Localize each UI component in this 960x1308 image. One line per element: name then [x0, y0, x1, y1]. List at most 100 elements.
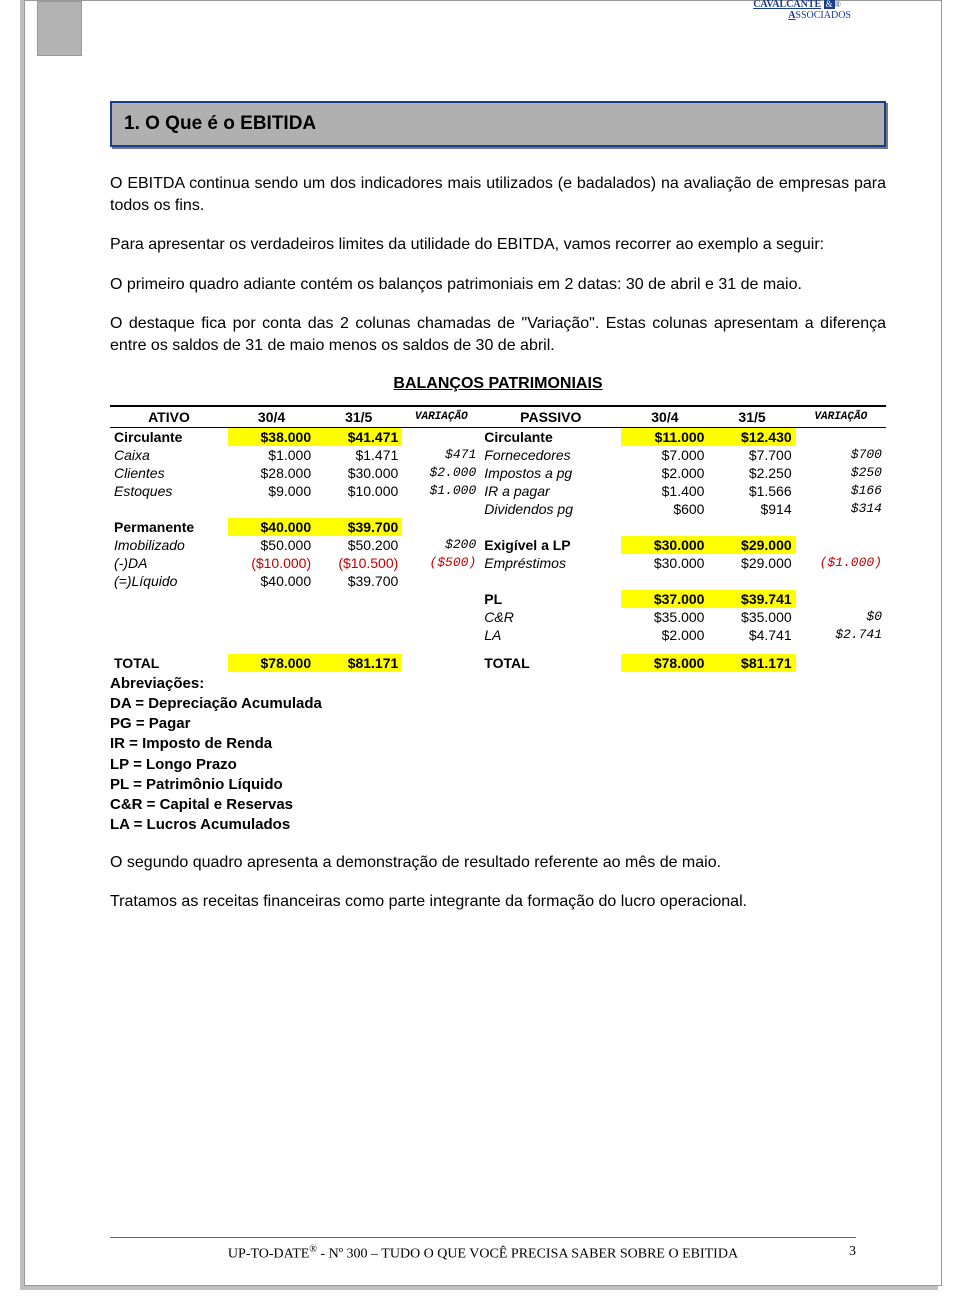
- table-row: C&R$35.000$35.000$0: [110, 608, 886, 626]
- brand-part1: CAVALCANTE: [753, 0, 821, 10]
- table-row: Estoques$9.000$10.000$1.000IR a pagar$1.…: [110, 482, 886, 500]
- cell: $166: [796, 482, 886, 500]
- content-area: 1. O Que é o EBITIDA O EBITDA continua s…: [110, 101, 886, 931]
- abbrev-0: DA = Depreciação Acumulada: [110, 694, 886, 714]
- cell: $35.000: [708, 608, 795, 626]
- table-row: PL$37.000$39.741: [110, 590, 886, 608]
- cell: Empréstimos: [480, 554, 621, 572]
- page-footer: UP-TO-DATE® - Nº 300 – TUDO O QUE VOCÊ P…: [110, 1237, 856, 1263]
- cell: [228, 590, 315, 608]
- cell: [228, 500, 315, 518]
- cell: ($10.000): [228, 554, 315, 572]
- cell: $35.000: [621, 608, 708, 626]
- cell: $0: [796, 608, 886, 626]
- table-row: Imobilizado$50.000$50.200$200Exigível a …: [110, 536, 886, 554]
- cell: Circulante: [480, 427, 621, 446]
- cell: TOTAL: [480, 654, 621, 672]
- cell: $30.000: [315, 464, 402, 482]
- cell: $39.700: [315, 518, 402, 536]
- cell: [621, 518, 708, 536]
- abbrev-5: C&R = Capital e Reservas: [110, 795, 886, 815]
- intro-p1: Para apresentar os verdadeiros limites d…: [110, 234, 886, 256]
- cell: [315, 500, 402, 518]
- cell: $1.471: [315, 446, 402, 464]
- cell: Impostos a pg: [480, 464, 621, 482]
- cell: $78.000: [621, 654, 708, 672]
- intro-p0: O EBITDA continua sendo um dos indicador…: [110, 173, 886, 216]
- section-heading: 1. O Que é o EBITIDA: [124, 113, 872, 135]
- cell: [402, 590, 480, 608]
- brand-amp: &: [824, 0, 835, 9]
- cell: $39.700: [315, 572, 402, 590]
- cell: [708, 518, 795, 536]
- cell: Caixa: [110, 446, 228, 464]
- balance-table: ATIVO 30/4 31/5 VARIAÇÃO PASSIVO 30/4 31…: [110, 405, 886, 672]
- cell: [315, 626, 402, 644]
- cell: $30.000: [621, 536, 708, 554]
- cell: [621, 572, 708, 590]
- cell: Clientes: [110, 464, 228, 482]
- cell: [315, 608, 402, 626]
- cell: [480, 518, 621, 536]
- table-header-row: ATIVO 30/4 31/5 VARIAÇÃO PASSIVO 30/4 31…: [110, 406, 886, 428]
- brand-part2: SSOCIADOS: [795, 10, 851, 21]
- cell: ($1.000): [796, 554, 886, 572]
- cell: $1.400: [621, 482, 708, 500]
- cell: TOTAL: [110, 654, 228, 672]
- abbrev-3: LP = Longo Prazo: [110, 755, 886, 775]
- cell: [228, 608, 315, 626]
- cell: Exigível a LP: [480, 536, 621, 554]
- cell: $1.000: [228, 446, 315, 464]
- cell: Fornecedores: [480, 446, 621, 464]
- cell: [796, 427, 886, 446]
- section-heading-box: 1. O Que é o EBITIDA: [110, 101, 886, 147]
- cell: [110, 590, 228, 608]
- closing-p0: O segundo quadro apresenta a demonstraçã…: [110, 852, 886, 874]
- cell: $1.000: [402, 482, 480, 500]
- cell: $39.741: [708, 590, 795, 608]
- cell: $12.430: [708, 427, 795, 446]
- cell: $2.000: [402, 464, 480, 482]
- cell: $2.000: [621, 626, 708, 644]
- th-d2-p: 31/5: [708, 406, 795, 428]
- th-var-p: VARIAÇÃO: [796, 406, 886, 428]
- cell: [402, 500, 480, 518]
- abbrev-4: PL = Patrimônio Líquido: [110, 775, 886, 795]
- cell: $10.000: [315, 482, 402, 500]
- cell: $40.000: [228, 518, 315, 536]
- footer-pre: UP-TO-DATE: [228, 1247, 309, 1262]
- table-title: BALANÇOS PATRIMONIAIS: [110, 375, 886, 393]
- th-var-a: VARIAÇÃO: [402, 406, 480, 428]
- cell: [110, 626, 228, 644]
- th-d2-a: 31/5: [315, 406, 402, 428]
- cell: [708, 572, 795, 590]
- cell: $600: [621, 500, 708, 518]
- cell: [402, 518, 480, 536]
- cell: $471: [402, 446, 480, 464]
- cell: $50.200: [315, 536, 402, 554]
- cell: $81.171: [315, 654, 402, 672]
- brand-logo: CAVALCANTE &® ASSOCIADOS: [753, 0, 851, 21]
- cell: [402, 572, 480, 590]
- table-row: Dividendos pg$600$914$314: [110, 500, 886, 518]
- cell: $50.000: [228, 536, 315, 554]
- cell: [315, 590, 402, 608]
- th-d1-a: 30/4: [228, 406, 315, 428]
- cell: [796, 518, 886, 536]
- cell: [402, 427, 480, 446]
- cell: Estoques: [110, 482, 228, 500]
- table-total-row: TOTAL$78.000$81.171TOTAL$78.000$81.171: [110, 654, 886, 672]
- th-d1-p: 30/4: [621, 406, 708, 428]
- cell: $28.000: [228, 464, 315, 482]
- intro-p3: O destaque fica por conta das 2 colunas …: [110, 313, 886, 356]
- cell: [796, 654, 886, 672]
- cell: PL: [480, 590, 621, 608]
- footer-title: TUDO O QUE VOCÊ PRECISA SABER SOBRE O EB…: [381, 1247, 738, 1262]
- cell: $7.000: [621, 446, 708, 464]
- cell: $41.471: [315, 427, 402, 446]
- cell: [228, 626, 315, 644]
- abbrev-1: PG = Pagar: [110, 714, 886, 734]
- cell: $29.000: [708, 536, 795, 554]
- cell: $40.000: [228, 572, 315, 590]
- table-row: (=)Líquido$40.000$39.700: [110, 572, 886, 590]
